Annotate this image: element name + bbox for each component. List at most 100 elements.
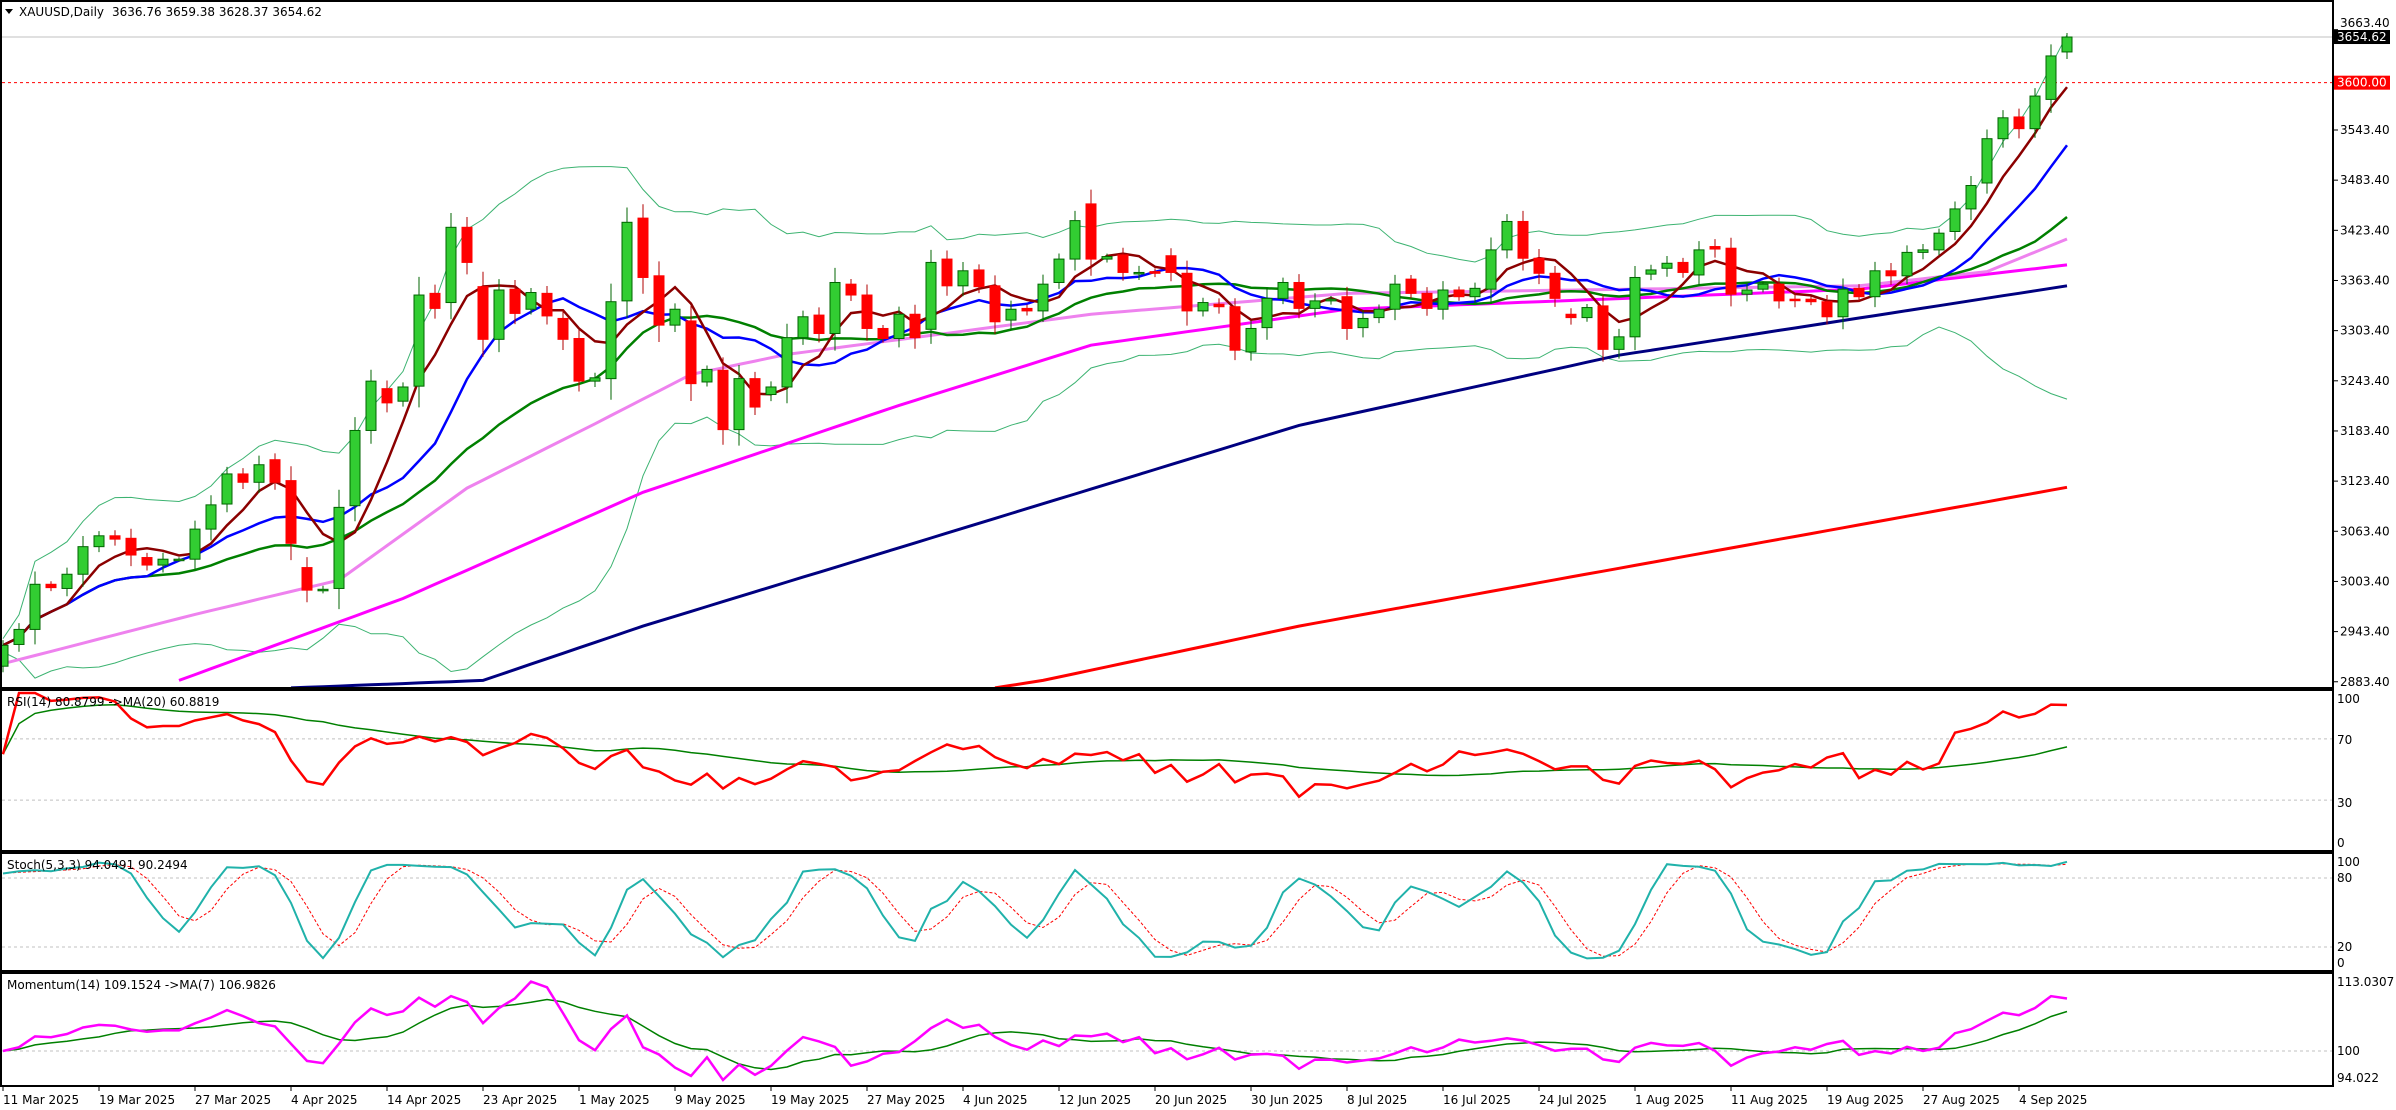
candle bbox=[1933, 228, 1945, 256]
symbol-timeframe: XAUUSD,Daily bbox=[19, 5, 104, 19]
candle bbox=[1325, 295, 1337, 305]
candle bbox=[973, 264, 985, 294]
panel-frames bbox=[0, 0, 2334, 1087]
candle bbox=[1453, 286, 1465, 301]
bullish-candle-body bbox=[1485, 249, 1497, 290]
bearish-candle-body bbox=[1405, 278, 1417, 294]
candle bbox=[1549, 266, 1561, 307]
bullish-candle-body bbox=[1981, 138, 1993, 184]
bullish-candle-body bbox=[1325, 298, 1337, 302]
candle bbox=[189, 520, 201, 570]
candle bbox=[349, 417, 361, 522]
rsi-panel[interactable] bbox=[1, 691, 2333, 801]
candle bbox=[1629, 266, 1641, 351]
ma20-line bbox=[2, 216, 2068, 647]
bearish-candle-body bbox=[1149, 271, 1161, 274]
candle bbox=[1757, 281, 1769, 293]
candle bbox=[717, 357, 729, 445]
price-tick-label: 3183.40 bbox=[2340, 424, 2390, 438]
bearish-candle-body bbox=[861, 294, 873, 329]
candle bbox=[1165, 248, 1177, 282]
candle bbox=[1389, 274, 1401, 321]
candle bbox=[1357, 310, 1369, 338]
indicator-axes: 100 70 30 0 100 80 20 0 113.0307 100 94.022 bbox=[2337, 692, 2394, 1085]
collapse-triangle-icon[interactable] bbox=[5, 9, 13, 14]
bullish-candle-body bbox=[701, 368, 713, 383]
candle bbox=[237, 468, 249, 490]
main-price-panel[interactable] bbox=[0, 33, 2333, 688]
bullish-candle-body bbox=[1661, 262, 1673, 269]
bullish-candle-body bbox=[797, 316, 809, 339]
level-price-label: 3600.00 bbox=[2337, 76, 2387, 90]
date-label: 19 Mar 2025 bbox=[99, 1093, 175, 1107]
bearish-candle-body bbox=[1453, 289, 1465, 298]
date-label: 20 Jun 2025 bbox=[1155, 1093, 1227, 1107]
bollinger-upper-band bbox=[2, 34, 2068, 639]
candle bbox=[1725, 237, 1737, 307]
candle bbox=[301, 557, 313, 603]
stochastic-panel[interactable] bbox=[2, 860, 2333, 960]
bullish-candle-body bbox=[157, 558, 169, 566]
candle bbox=[1949, 201, 1961, 241]
bullish-candle-body bbox=[29, 583, 41, 630]
ma200-line bbox=[994, 485, 2068, 687]
stoch-axis-label: 100 bbox=[2337, 855, 2360, 869]
candle bbox=[1469, 282, 1481, 304]
bearish-candle-body bbox=[301, 567, 313, 591]
candle bbox=[541, 285, 553, 325]
level-price-badge bbox=[2334, 75, 2390, 90]
candle bbox=[2, 640, 9, 673]
price-tick-label: 3543.40 bbox=[2340, 123, 2390, 137]
stoch-signal-line bbox=[2, 863, 2068, 957]
candle bbox=[45, 581, 57, 592]
bearish-candle-body bbox=[429, 292, 441, 309]
bullish-candle-body bbox=[1277, 281, 1289, 299]
candle bbox=[205, 495, 217, 541]
candle bbox=[397, 382, 409, 407]
candle bbox=[365, 369, 377, 444]
candle bbox=[525, 288, 537, 315]
candle bbox=[445, 213, 457, 320]
bullish-candle-body bbox=[669, 308, 681, 326]
bullish-candle-body bbox=[733, 378, 745, 431]
candle bbox=[829, 267, 841, 351]
bullish-candle-body bbox=[1837, 288, 1849, 318]
bullish-candle-body bbox=[1501, 220, 1513, 251]
candle bbox=[1645, 264, 1657, 281]
bearish-candle-body bbox=[1165, 255, 1177, 273]
candle bbox=[2061, 33, 2073, 59]
candle bbox=[1341, 286, 1353, 340]
candle bbox=[1981, 129, 1993, 194]
stoch-axis-label: 20 bbox=[2337, 940, 2352, 954]
candle bbox=[573, 329, 585, 392]
candle bbox=[1869, 261, 1881, 308]
ohlc-values: 3636.76 3659.38 3628.37 3654.62 bbox=[112, 5, 322, 19]
price-tick-label: 3243.40 bbox=[2340, 374, 2390, 388]
date-label: 30 Jun 2025 bbox=[1251, 1093, 1323, 1107]
bullish-candle-body bbox=[317, 588, 329, 592]
bullish-candle-body bbox=[1917, 249, 1929, 253]
price-tick-label: 2943.40 bbox=[2340, 625, 2390, 639]
candle bbox=[1885, 263, 1897, 285]
bullish-candle-body bbox=[925, 261, 937, 330]
bearish-candle-body bbox=[509, 288, 521, 314]
candle bbox=[1965, 175, 1977, 221]
candle bbox=[285, 466, 297, 561]
candle bbox=[13, 623, 25, 652]
candle bbox=[845, 279, 857, 302]
candle bbox=[1709, 239, 1721, 258]
momentum-panel[interactable] bbox=[2, 980, 2333, 1082]
candle bbox=[477, 271, 489, 357]
momentum-line bbox=[2, 980, 2068, 1082]
chart-header: XAUUSD,Daily 3636.76 3659.38 3628.37 365… bbox=[5, 5, 322, 19]
bullish-candle-body bbox=[1245, 327, 1257, 353]
candle bbox=[61, 567, 73, 597]
bullish-candle-body bbox=[1053, 258, 1065, 283]
candle bbox=[141, 552, 153, 571]
date-label: 4 Jun 2025 bbox=[963, 1093, 1028, 1107]
bollinger-lower-band bbox=[2, 326, 2068, 679]
candle bbox=[1837, 278, 1849, 330]
ma100-line bbox=[290, 284, 2068, 687]
